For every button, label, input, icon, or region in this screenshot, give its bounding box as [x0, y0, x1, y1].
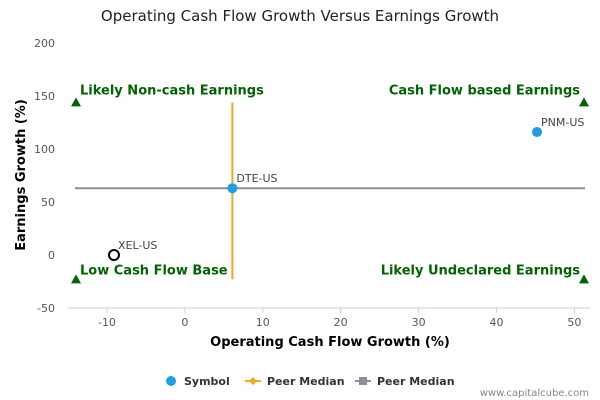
- legend-peer-median-y-label: Peer Median: [377, 375, 455, 388]
- data-point: [532, 127, 543, 138]
- data-point: [227, 183, 238, 194]
- legend-peer-median-x-label: Peer Median: [267, 375, 345, 388]
- quadrant-label-bottom-right: Likely Undeclared Earnings: [381, 263, 581, 278]
- x-tick-label: 30: [412, 316, 426, 329]
- x-tick-label: 40: [490, 316, 504, 329]
- quadrant-marker-top-right: [579, 97, 589, 107]
- quadrant-label-bottom-left: Low Cash Flow Base: [80, 263, 228, 278]
- x-tick-label: 20: [334, 316, 348, 329]
- legend-item-peer-median-x[interactable]: Peer Median: [245, 375, 345, 388]
- data-point-label: PNM-US: [541, 116, 584, 129]
- axes: -10 0 10 20 30 40 50 -50 0 50 100 150 200: [34, 37, 590, 329]
- x-axis-title: Operating Cash Flow Growth (%): [210, 335, 450, 350]
- x-tick-label: 10: [256, 316, 270, 329]
- quadrant-labels: Likely Non-cash Earnings Cash Flow based …: [71, 83, 589, 284]
- quadrant-label-top-right: Cash Flow based Earnings: [389, 83, 580, 98]
- quadrant-label-top-left: Likely Non-cash Earnings: [80, 83, 264, 98]
- quadrant-marker-bottom-left: [71, 274, 81, 284]
- data-point: [107, 249, 120, 261]
- y-tick-label: 100: [34, 143, 55, 156]
- y-tick-label: 50: [41, 196, 55, 209]
- quadrant-marker-top-left: [71, 97, 81, 107]
- y-tick-label: 200: [34, 37, 55, 50]
- x-tick-label: -10: [98, 316, 116, 329]
- quadrant-marker-bottom-right: [579, 274, 589, 284]
- x-tick-label: 50: [567, 316, 581, 329]
- data-point-label: DTE-US: [236, 172, 277, 185]
- legend-symbol-label: Symbol: [184, 375, 230, 388]
- legend-peer-median-x-marker: [249, 377, 257, 385]
- chart-title: Operating Cash Flow Growth Versus Earnin…: [101, 7, 499, 25]
- legend-item-symbol[interactable]: Symbol: [166, 375, 230, 388]
- credit-text: www.capitalcube.com: [480, 388, 589, 399]
- legend-item-peer-median-y[interactable]: Peer Median: [355, 375, 455, 388]
- y-tick-label: -50: [37, 302, 55, 315]
- x-tick-label: 0: [181, 316, 188, 329]
- legend: Symbol Peer Median Peer Median: [166, 375, 455, 388]
- data-points: PNM-US DTE-US XEL-US: [107, 116, 584, 261]
- y-tick-label: 0: [48, 249, 55, 262]
- peer-median-lines: [75, 102, 585, 280]
- y-tick-label: 150: [34, 90, 55, 103]
- data-point-label: XEL-US: [118, 239, 157, 252]
- legend-symbol-marker: [166, 376, 176, 386]
- y-axis-title: Earnings Growth (%): [14, 99, 29, 251]
- legend-peer-median-y-marker: [359, 377, 367, 385]
